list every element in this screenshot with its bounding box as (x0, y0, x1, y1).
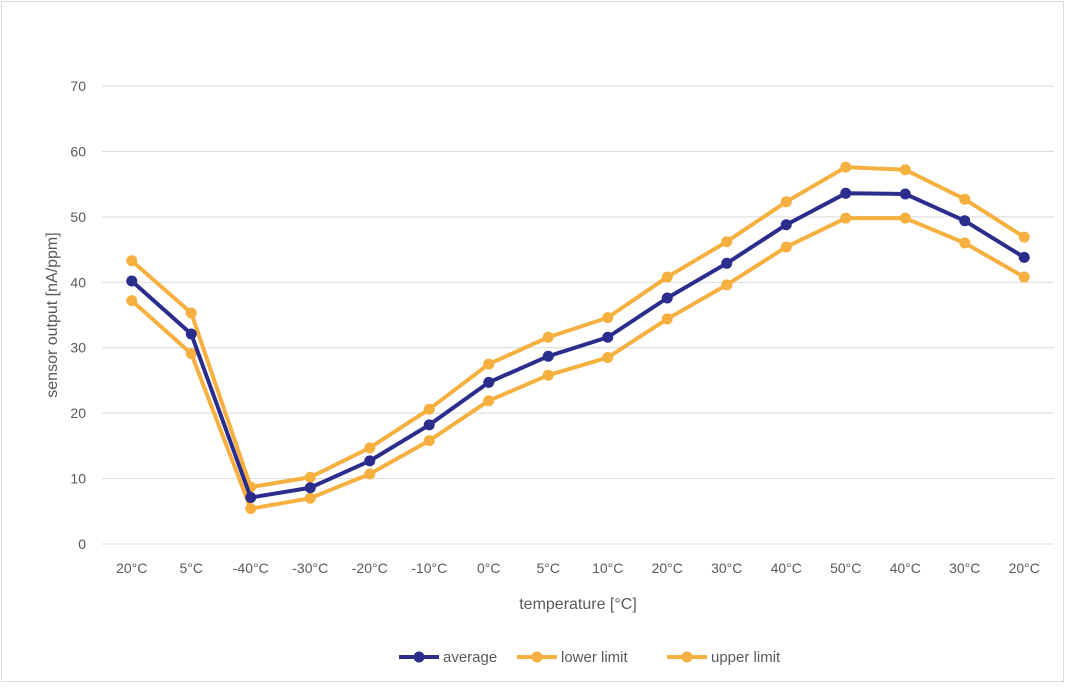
y-tick-label: 70 (70, 78, 86, 94)
legend-swatch-marker (531, 651, 543, 663)
y-tick-label: 10 (70, 471, 86, 487)
x-tick-label: 5°C (180, 560, 204, 576)
data-point-average (542, 350, 554, 362)
data-point-average (780, 219, 792, 231)
y-tick-label: 30 (70, 340, 86, 356)
y-tick-label: 50 (70, 209, 86, 225)
x-tick-label: 30°C (949, 560, 980, 576)
data-point-upper-limit (780, 196, 792, 208)
x-axis-title: temperature [°C] (519, 596, 637, 613)
y-axis-title: sensor output [nA/ppm] (44, 232, 61, 397)
x-tick-label: 10°C (592, 560, 623, 576)
data-point-upper-limit (126, 255, 138, 267)
data-point-average (126, 275, 138, 287)
data-point-upper-limit (364, 442, 376, 454)
data-point-upper-limit (483, 358, 495, 370)
data-point-lower-limit (602, 352, 614, 364)
series-lower-limit (126, 212, 1030, 515)
series-line-upper-limit (129, 165, 1027, 490)
data-point-average (1018, 251, 1030, 263)
data-point-lower-limit (959, 237, 971, 249)
legend-label: lower limit (561, 649, 629, 666)
data-point-lower-limit (304, 492, 316, 504)
series-line-average (129, 191, 1027, 500)
x-tick-label: 40°C (771, 560, 802, 576)
data-point-average (840, 187, 852, 199)
legend-label: upper limit (711, 649, 781, 666)
data-point-upper-limit (542, 331, 554, 343)
data-point-upper-limit (304, 471, 316, 483)
x-tick-labels: 20°C 5°C -40°C -30°C -20°C -10°C 0°C 5°C 10°C 20°… (116, 560, 1040, 576)
y-tick-label: 40 (70, 274, 86, 290)
x-tick-label: -10°C (411, 560, 447, 576)
data-point-lower-limit (899, 212, 911, 224)
data-point-average (661, 292, 673, 304)
legend-item-average: average (399, 649, 497, 666)
data-point-lower-limit (721, 279, 733, 291)
data-point-average (602, 331, 614, 343)
series-upper-limit (126, 161, 1030, 493)
data-point-upper-limit (1018, 231, 1030, 243)
data-point-average (364, 455, 376, 467)
legend-item-upper-limit: upper limit (667, 649, 781, 666)
data-point-average (245, 492, 257, 504)
data-point-upper-limit (899, 164, 911, 176)
legend-swatch-marker (413, 651, 425, 663)
data-point-average (483, 376, 495, 388)
x-tick-label: 50°C (830, 560, 861, 576)
y-tick-labels: 0 10 20 30 40 50 60 70 (70, 78, 86, 552)
x-tick-label: 0°C (477, 560, 501, 576)
x-tick-label: 20°C (116, 560, 147, 576)
data-point-lower-limit (840, 212, 852, 224)
y-tick-label: 60 (70, 143, 86, 159)
legend-item-lower-limit: lower limit (517, 649, 629, 666)
series-line-lower-limit (129, 216, 1027, 511)
data-point-average (899, 188, 911, 200)
legend: average lower limit upper limit (399, 649, 781, 666)
data-point-lower-limit (245, 503, 257, 515)
data-point-average (721, 257, 733, 269)
data-point-lower-limit (542, 369, 554, 381)
data-point-lower-limit (185, 348, 197, 360)
data-point-lower-limit (1018, 271, 1030, 283)
data-point-average (959, 215, 971, 227)
data-point-upper-limit (959, 193, 971, 205)
gridlines (102, 85, 1054, 545)
x-tick-label: -20°C (352, 560, 388, 576)
data-point-upper-limit (661, 271, 673, 283)
x-tick-label: 5°C (537, 560, 561, 576)
data-point-upper-limit (721, 236, 733, 248)
data-point-upper-limit (185, 307, 197, 319)
data-point-lower-limit (661, 313, 673, 325)
data-point-average (423, 419, 435, 431)
y-tick-label: 20 (70, 405, 86, 421)
x-tick-label: 20°C (1009, 560, 1040, 576)
data-point-lower-limit (423, 435, 435, 447)
series-lines (126, 161, 1030, 515)
data-point-upper-limit (840, 161, 852, 173)
y-tick-label: 0 (78, 536, 86, 552)
x-tick-label: 30°C (711, 560, 742, 576)
data-point-average (304, 482, 316, 494)
series-average (126, 187, 1030, 504)
x-tick-label: 20°C (652, 560, 683, 576)
x-tick-label: -30°C (292, 560, 328, 576)
data-point-lower-limit (483, 395, 495, 407)
data-point-lower-limit (780, 241, 792, 253)
data-point-upper-limit (602, 312, 614, 324)
legend-label: average (443, 649, 497, 666)
data-point-average (185, 328, 197, 340)
x-tick-label: 40°C (890, 560, 921, 576)
data-point-upper-limit (423, 403, 435, 415)
x-tick-label: -40°C (233, 560, 269, 576)
legend-swatch-marker (681, 651, 693, 663)
data-point-lower-limit (364, 468, 376, 480)
data-point-lower-limit (126, 295, 138, 307)
